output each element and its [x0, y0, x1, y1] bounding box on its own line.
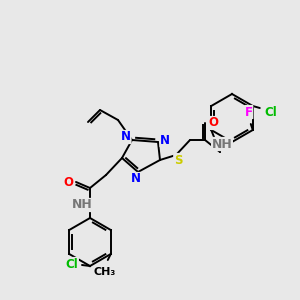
- Text: CH₃: CH₃: [94, 267, 116, 277]
- Text: Cl: Cl: [66, 257, 78, 271]
- Text: Cl: Cl: [264, 106, 277, 118]
- Text: N: N: [131, 172, 141, 185]
- Text: F: F: [245, 106, 253, 118]
- Text: O: O: [208, 116, 218, 130]
- Text: S: S: [174, 154, 182, 166]
- Text: NH: NH: [72, 199, 92, 212]
- Text: O: O: [63, 176, 73, 188]
- Text: NH: NH: [212, 137, 233, 151]
- Text: N: N: [121, 130, 131, 143]
- Text: N: N: [160, 134, 170, 146]
